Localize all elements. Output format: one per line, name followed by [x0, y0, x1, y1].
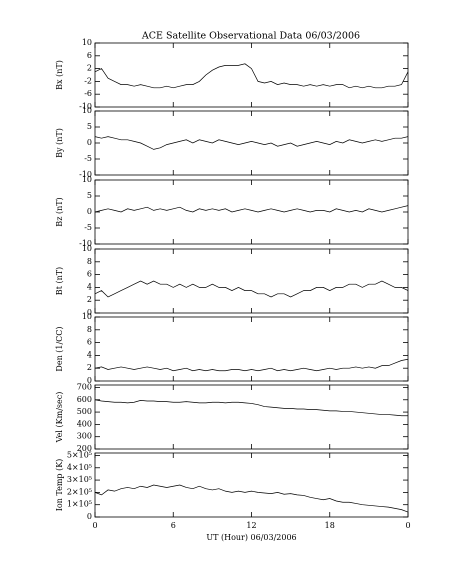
x-axis-label: UT (Hour) 06/03/2006 [206, 533, 296, 542]
data-line [94, 136, 409, 150]
y-tick-label: 8 [87, 257, 92, 266]
y-tick-label: 10 [82, 106, 92, 115]
y-tick-label: 5 [87, 122, 92, 131]
y-tick-label: 4 [87, 350, 92, 359]
y-tick-label: 6 [87, 338, 92, 347]
y-tick-label: 500 [77, 407, 92, 416]
y-axis-label: Bt (nT) [55, 267, 64, 295]
x-tick-label: 0 [405, 521, 410, 530]
x-tick-label: 12 [246, 521, 256, 530]
data-line [94, 63, 409, 89]
y-tick-label: 0 [87, 512, 92, 521]
y-tick-label: -5 [84, 223, 92, 232]
y-axis-label: Vel (Km/sec) [55, 392, 64, 444]
y-tick-label: 0 [87, 308, 92, 317]
y-tick-label: 0 [87, 376, 92, 385]
y-tick-label: 10 [82, 38, 92, 47]
y-tick-label: -10 [79, 170, 92, 179]
y-tick-label: -5 [84, 154, 92, 163]
y-tick-label: -10 [79, 239, 92, 248]
x-tick-label: 6 [171, 521, 176, 530]
y-tick-label: 6 [87, 51, 92, 60]
x-tick-label: 18 [325, 521, 335, 530]
data-line [94, 399, 408, 417]
y-tick-label: 10 [82, 175, 92, 184]
y-tick-label: 400 [77, 419, 92, 428]
x-tick-label: 0 [92, 521, 97, 530]
y-tick-label: 5 [87, 191, 92, 200]
y-axis-label: Ion Temp (K) [55, 459, 64, 512]
data-line [94, 280, 409, 298]
y-tick-label: 4×10⁵ [67, 463, 92, 472]
y-tick-label: 4 [87, 282, 92, 291]
y-tick-label: 3×10⁵ [67, 475, 92, 484]
y-tick-label: -10 [79, 102, 92, 111]
y-tick-label: 600 [77, 395, 92, 404]
y-axis-label: Bz (nT) [55, 197, 64, 226]
y-tick-label: 2×10⁵ [67, 487, 92, 496]
y-tick-label: 300 [77, 432, 92, 441]
y-axis-label: By (nT) [55, 128, 64, 158]
data-line [94, 484, 409, 513]
data-line [94, 358, 409, 372]
y-tick-label: -2 [84, 76, 92, 85]
y-tick-label: 10 [82, 244, 92, 253]
y-tick-label: 5×10⁵ [67, 450, 92, 459]
y-axis-label: Bx (nT) [55, 60, 64, 90]
y-tick-label: 2 [87, 64, 92, 73]
y-tick-label: 1×10⁵ [67, 500, 92, 509]
y-tick-label: 700 [77, 382, 92, 391]
y-tick-label: 10 [82, 312, 92, 321]
y-tick-label: 2 [87, 295, 92, 304]
data-line [94, 205, 409, 213]
y-tick-label: 200 [77, 444, 92, 453]
y-axis-label: Den (1/CC) [55, 326, 64, 371]
y-tick-label: 0 [87, 138, 92, 147]
chart-title: ACE Satellite Observational Data 06/03/2… [141, 31, 360, 42]
y-tick-label: -6 [84, 89, 92, 98]
y-tick-label: 6 [87, 270, 92, 279]
y-tick-label: 2 [87, 363, 92, 372]
y-tick-label: 0 [87, 207, 92, 216]
y-tick-label: 8 [87, 325, 92, 334]
